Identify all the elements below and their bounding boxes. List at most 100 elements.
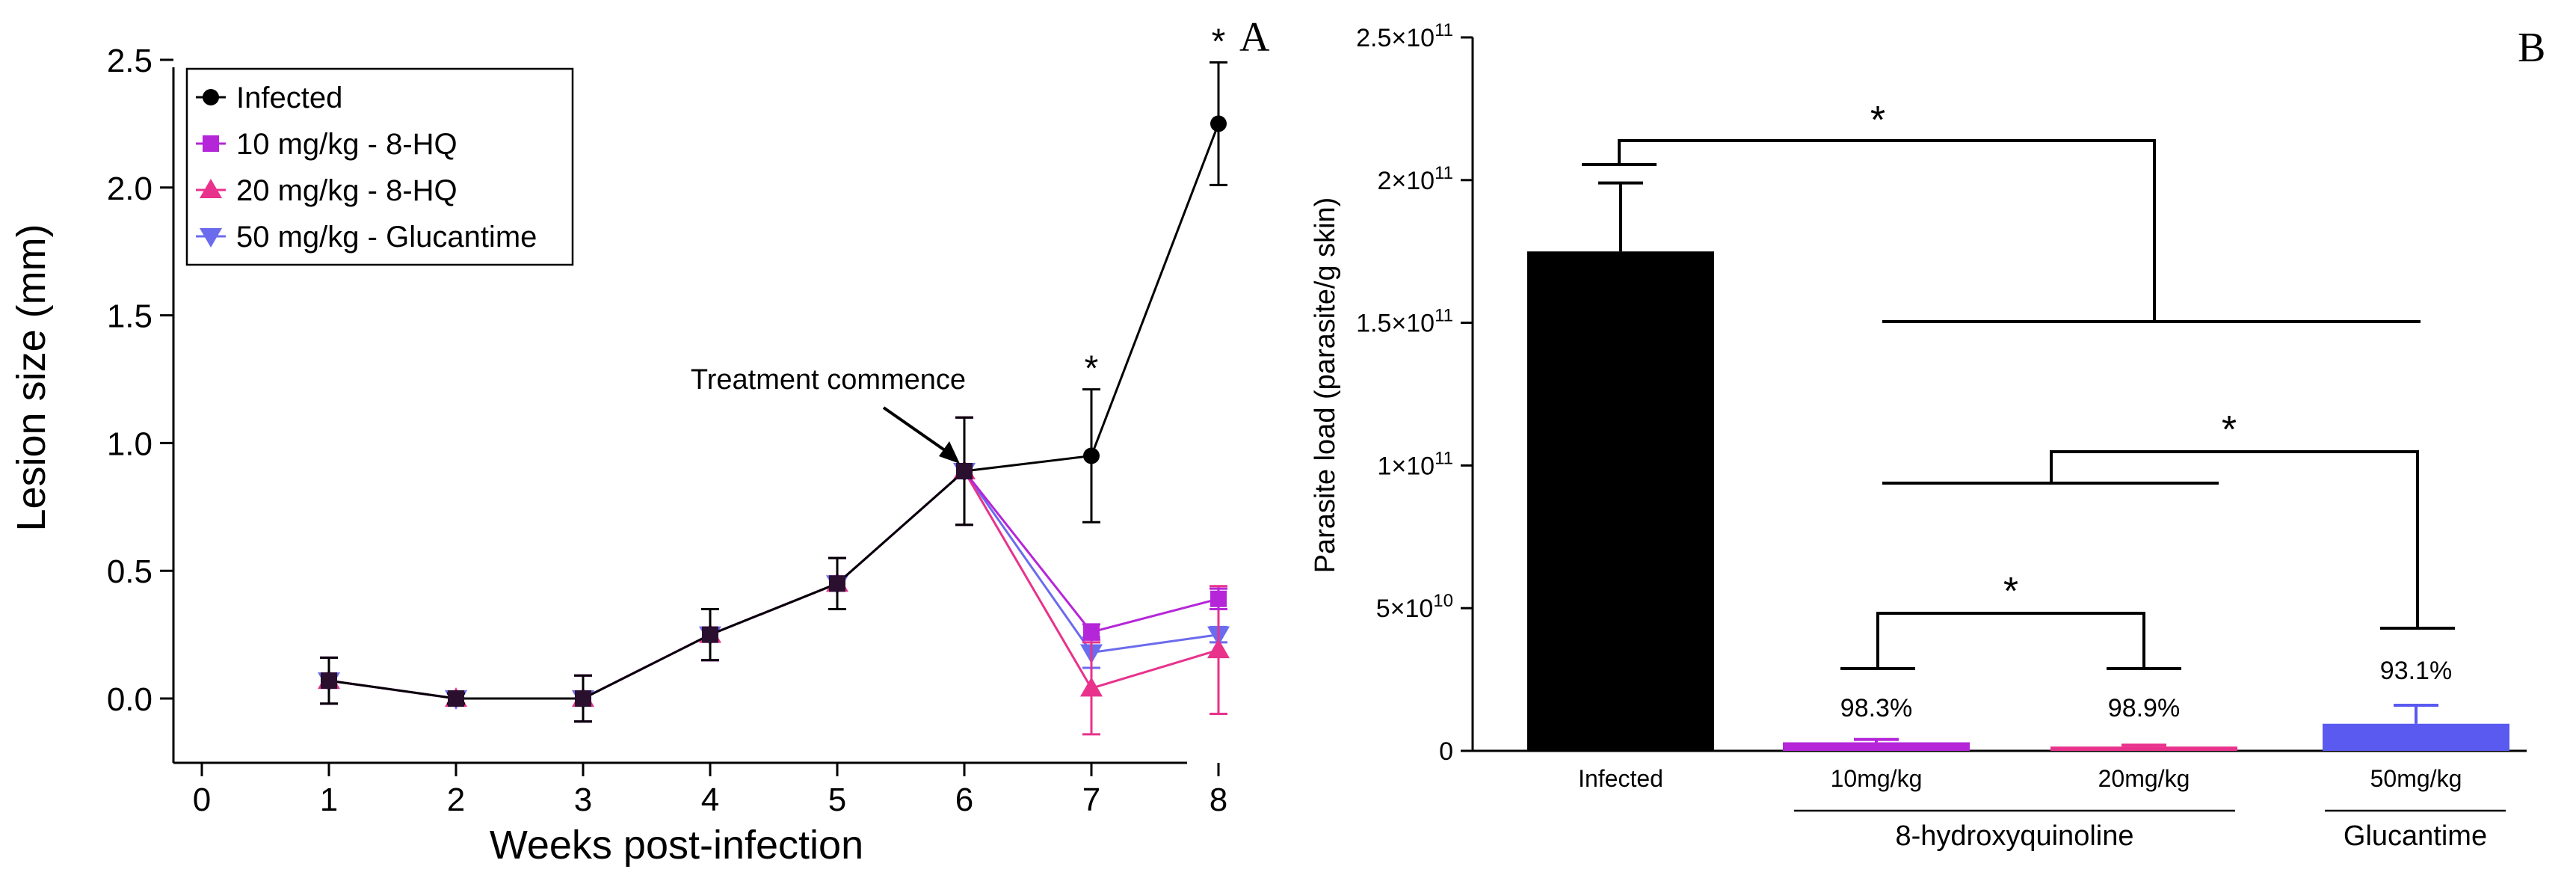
panel-b-y-tick-label: 1×1011	[1377, 448, 1453, 480]
panel-b-significance-star: *	[1870, 99, 1885, 142]
panel-a-x-tick-label: 7	[1082, 782, 1100, 818]
panel-b-y-tick-mantissa: 2.5×10	[1356, 24, 1435, 52]
panel-a-annotations: Treatment commence * *	[691, 22, 1225, 464]
panel-b-bracket-bottom	[1840, 612, 2181, 670]
panel-a-point-overlap	[321, 672, 337, 690]
panel-b-bar-group: 20mg/kg 98.9%	[2050, 694, 2237, 792]
panel-a-series-2	[318, 416, 1230, 736]
panel-b-y-tick-mantissa: 0	[1439, 737, 1453, 766]
panel-b-bracket-middle	[1882, 450, 2455, 630]
panel-b-y-tick-exponent: 11	[1435, 448, 1453, 468]
panel-b-bar	[2323, 723, 2509, 751]
panel-b-y-tick-mantissa: 5×10	[1376, 595, 1434, 623]
panel-b-significance-star: *	[2003, 570, 2018, 613]
panel-a-point-overlap	[702, 626, 718, 643]
panel-b-y-tick-exponent: 11	[1435, 306, 1453, 326]
panel-b-bar	[1527, 251, 1714, 751]
panel-a-annotation-arrow-line	[882, 406, 957, 459]
panel-a-series	[318, 61, 1230, 736]
panel-a-x-tick-label: 5	[828, 782, 846, 818]
panel-b-group-label: 8-hydroxyquinoline	[1896, 820, 2134, 852]
panel-b-y-tick-exponent: 11	[1435, 20, 1453, 40]
panel-a-point-triangle-up	[1080, 677, 1103, 697]
panel-a-legend-label: Infected	[236, 82, 342, 114]
panel-a-label: A	[1239, 14, 1270, 61]
panel-a-point-triangle-up	[1207, 639, 1230, 659]
panel-b-label: B	[2518, 25, 2545, 71]
panel-a-annotation-text: Treatment commence	[691, 364, 966, 396]
panel-a-x-axis-title: Weeks post-infection	[490, 823, 863, 868]
panel-a-point-triangle-up	[200, 179, 222, 198]
panel-a-y-tick-label: 2.5	[107, 43, 152, 79]
panel-a-series-line	[328, 123, 1220, 700]
panel-b-y-tick-mantissa: 1.5×10	[1356, 310, 1435, 338]
panel-a-point-square	[1083, 624, 1100, 641]
panel-a-y-tick-label: 2.0	[107, 171, 152, 207]
panel-b-bars: Infected 10mg/kg 98.3% 20mg/kg 98.9% 50mg/kg 9…	[1527, 181, 2509, 792]
panel-a-point-overlap	[575, 690, 591, 707]
panel-b-y-tick-label: 0	[1439, 737, 1453, 766]
panel-b-bar-group: 10mg/kg 98.3%	[1783, 694, 1970, 792]
panel-a-x-tick-label: 8	[1210, 782, 1227, 818]
panel-b-reduction-label: 93.1%	[2380, 657, 2452, 685]
panel-a-legend-label: 50 mg/kg - Glucantime	[236, 221, 537, 254]
panel-a-legend-label: 20 mg/kg - 8-HQ	[236, 174, 457, 207]
panel-b-significance-brackets: * * *	[1582, 99, 2455, 670]
panel-b-y-tick-mantissa: 1×10	[1377, 452, 1435, 480]
panel-a-point-circle	[1210, 115, 1227, 132]
panel-a-series-line	[328, 469, 1219, 700]
panel-a-x-tick-label: 4	[701, 782, 719, 818]
panel-a-y-axis-title: Lesion size (mm)	[9, 224, 54, 531]
panel-b-y-tick-label: 2.5×1011	[1356, 20, 1453, 52]
panel-a-significance-star: *	[1085, 349, 1099, 389]
panel-a-significance-star: *	[1212, 22, 1226, 61]
panel-b-category-label: 20mg/kg	[2098, 765, 2190, 792]
panel-a-line-chart: A 0 1 2 3 4 5 6 7 8 0.0 0.5 1.0 1.5 2.0 2.5 Treatment …	[9, 14, 1270, 868]
panel-b-reduction-label: 98.3%	[1840, 694, 1912, 722]
panel-a-axes: 0 1 2 3 4 5 6 7 8 0.0 0.5 1.0 1.5 2.0 2.5	[107, 43, 1227, 818]
panel-b-group-label: Glucantime	[2344, 820, 2487, 852]
panel-a-series-line	[328, 469, 1219, 700]
panel-b-y-tick-label: 1.5×1011	[1356, 306, 1453, 338]
panel-a-point-circle	[1083, 447, 1100, 464]
panel-a-point-circle	[203, 89, 219, 105]
panel-a-point-square	[203, 135, 219, 152]
panel-b-y-tick-exponent: 10	[1433, 591, 1453, 611]
panel-a-point-square	[1210, 590, 1227, 607]
panel-b-bar-group: 50mg/kg 93.1%	[2323, 657, 2509, 792]
panel-a-legend-box	[185, 67, 574, 266]
panel-a-x-tick-label: 6	[955, 782, 973, 818]
panel-a-legend-label: 10 mg/kg - 8-HQ	[236, 128, 457, 161]
panel-a-x-tick-label: 3	[574, 782, 592, 818]
panel-a-x-tick-label: 1	[320, 782, 338, 818]
panel-a-annotation-arrowhead	[939, 440, 960, 464]
panel-a-series-line	[328, 469, 1219, 700]
panel-a-overlap-points	[321, 462, 973, 707]
panel-a-x-tick-label: 2	[447, 782, 465, 818]
panel-b-y-tick-mantissa: 2×10	[1377, 167, 1435, 195]
panel-a-x-tick-label: 0	[193, 782, 211, 818]
panel-b-group-labels: 8-hydroxyquinoline Glucantime	[1794, 809, 2506, 852]
panel-a-point-overlap	[829, 575, 845, 592]
panel-b-y-tick-label: 2×1011	[1377, 163, 1453, 195]
panel-b-y-tick-label: 5×1010	[1376, 591, 1453, 623]
panel-a-y-tick-label: 0.5	[107, 553, 152, 590]
panel-b-y-axis-title: Parasite load (parasite/g skin)	[1310, 197, 1341, 574]
panel-b-category-label: Infected	[1578, 765, 1663, 792]
panel-b-bar	[2050, 746, 2237, 751]
panel-b-bar	[1783, 742, 1970, 751]
panel-b-reduction-label: 98.9%	[2108, 694, 2180, 722]
panel-b-category-label: 50mg/kg	[2370, 765, 2462, 792]
panel-a-legend: Infected 10 mg/kg - 8-HQ 20 mg/kg - 8-HQ 50…	[185, 67, 574, 266]
panel-b-y-tick-exponent: 11	[1435, 163, 1453, 183]
panel-b-significance-star: *	[2222, 408, 2237, 452]
panel-a-point-overlap	[448, 690, 464, 707]
panel-a-y-tick-label: 0.0	[107, 681, 152, 718]
panel-a-y-tick-label: 1.0	[107, 426, 152, 462]
panel-a-point-overlap	[956, 462, 973, 479]
panel-a-y-tick-label: 1.5	[107, 298, 152, 335]
panel-a-point-triangle-down	[200, 228, 222, 248]
panel-b-bar-group: Infected	[1527, 181, 1714, 792]
